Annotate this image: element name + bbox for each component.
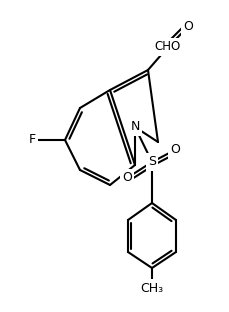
Text: O: O — [122, 172, 131, 184]
Text: O: O — [182, 21, 192, 33]
Text: S: S — [147, 155, 155, 168]
Text: N: N — [130, 120, 139, 134]
Text: O: O — [169, 144, 179, 157]
Text: F: F — [28, 134, 35, 147]
Text: CH₃: CH₃ — [140, 281, 163, 295]
Text: CHO: CHO — [154, 41, 180, 53]
